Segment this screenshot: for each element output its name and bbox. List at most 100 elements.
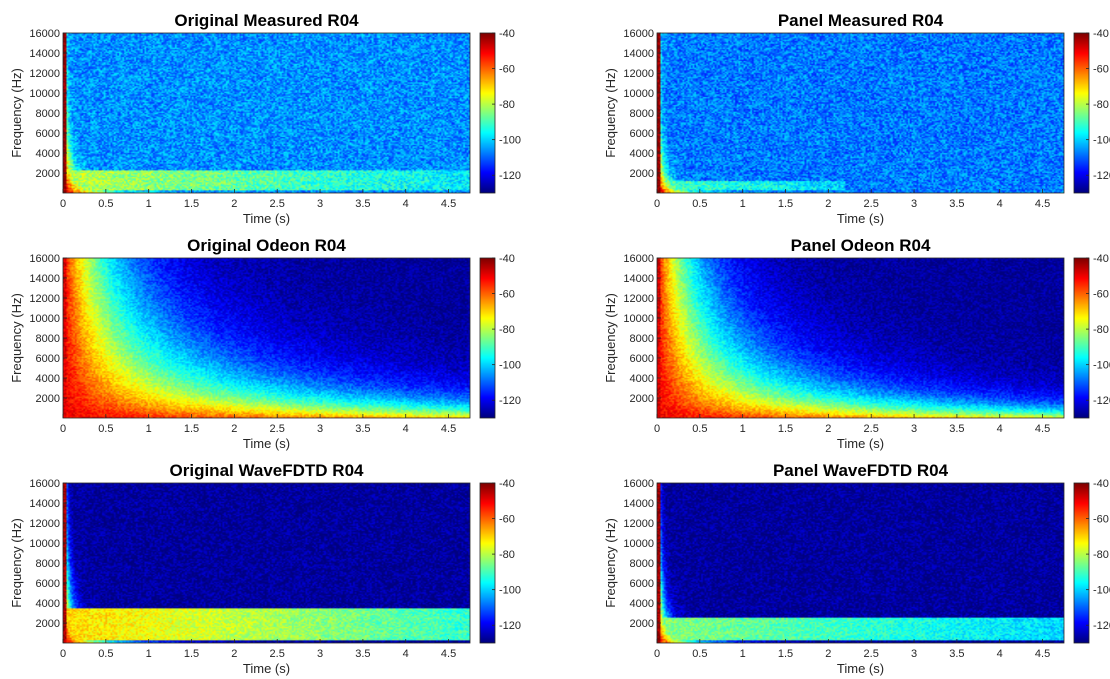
y-tick-label: 12000: [29, 68, 60, 80]
y-tick-label: 14000: [623, 498, 654, 510]
colorbar: [480, 33, 495, 193]
x-tick-label: 1.5: [184, 423, 199, 435]
x-tick-label: 3: [317, 648, 323, 660]
x-tick-label: 1: [146, 423, 152, 435]
y-axis-label: Frequency (Hz): [603, 518, 618, 608]
colorbar-tick-label: -120: [1093, 620, 1110, 632]
heatmap-image: [63, 258, 470, 418]
x-axis-label: Time (s): [243, 211, 290, 226]
y-tick-label: 16000: [623, 478, 654, 490]
colorbar-tick-label: -80: [499, 324, 515, 336]
y-tick-label: 10000: [29, 313, 60, 325]
y-tick-label: 6000: [630, 353, 654, 365]
chart-title: Original WaveFDTD R04: [170, 461, 365, 480]
y-tick-label: 4000: [36, 373, 60, 385]
colorbar-frame: [1073, 482, 1090, 644]
x-tick-label: 2.5: [270, 198, 285, 210]
x-tick-label: 2.5: [270, 423, 285, 435]
x-tick-label: 4.5: [441, 198, 456, 210]
x-tick-label: 4: [997, 648, 1003, 660]
y-tick-label: 14000: [29, 48, 60, 60]
y-tick-label: 2000: [630, 168, 654, 180]
x-tick-label: 0: [654, 198, 660, 210]
x-tick-label: 0.5: [98, 198, 113, 210]
y-tick-label: 10000: [29, 88, 60, 100]
x-tick-label: 2.5: [864, 198, 879, 210]
x-tick-label: 2: [825, 648, 831, 660]
x-tick-label: 0.5: [692, 648, 707, 660]
y-tick-label: 4000: [36, 598, 60, 610]
x-tick-label: 0.5: [692, 198, 707, 210]
y-tick-label: 16000: [29, 253, 60, 265]
x-axis-label: Time (s): [837, 211, 884, 226]
colorbar-tick-label: -120: [499, 620, 521, 632]
x-tick-label: 3.5: [949, 198, 964, 210]
colorbar-tick-label: -80: [499, 99, 515, 111]
y-tick-label: 16000: [29, 28, 60, 40]
y-tick-label: 2000: [630, 618, 654, 630]
x-tick-label: 1.5: [184, 198, 199, 210]
colorbar-frame: [1073, 32, 1090, 194]
y-tick-label: 2000: [630, 393, 654, 405]
colorbar-tick-label: -100: [499, 135, 521, 147]
heatmap-image: [63, 483, 470, 643]
y-tick-label: 10000: [623, 313, 654, 325]
colorbar: [1074, 258, 1089, 418]
x-tick-label: 2: [231, 198, 237, 210]
x-tick-label: 2.5: [270, 648, 285, 660]
heatmap-image: [657, 33, 1064, 193]
x-tick-label: 1: [146, 198, 152, 210]
colorbar-tick-label: -40: [1093, 478, 1109, 490]
colorbar-tick-label: -60: [499, 289, 515, 301]
colorbar-frame: [479, 257, 496, 419]
colorbar-tick-label: -40: [1093, 28, 1109, 40]
x-tick-label: 0: [654, 423, 660, 435]
x-tick-label: 4.5: [1035, 648, 1050, 660]
x-tick-label: 4: [997, 198, 1003, 210]
x-tick-label: 0.5: [692, 423, 707, 435]
colorbar-tick-label: -120: [1093, 170, 1110, 182]
x-tick-label: 0: [60, 198, 66, 210]
colorbar: [480, 258, 495, 418]
x-tick-label: 4: [997, 423, 1003, 435]
chart-title: Original Odeon R04: [187, 236, 346, 255]
colorbar: [480, 483, 495, 643]
y-tick-label: 12000: [623, 518, 654, 530]
y-axis-label: Frequency (Hz): [9, 293, 24, 383]
x-tick-label: 1.5: [778, 198, 793, 210]
chart-title: Panel Odeon R04: [791, 236, 931, 255]
x-tick-label: 4.5: [1035, 423, 1050, 435]
x-tick-label: 2.5: [864, 648, 879, 660]
colorbar-tick-label: -60: [1093, 289, 1109, 301]
colorbar-tick-label: -100: [1093, 135, 1110, 147]
colorbar-tick-label: -120: [499, 395, 521, 407]
heatmap-image: [657, 258, 1064, 418]
x-tick-label: 2: [231, 423, 237, 435]
colorbar: [1074, 483, 1089, 643]
chart-title: Panel WaveFDTD R04: [773, 461, 949, 480]
x-tick-label: 1.5: [778, 423, 793, 435]
x-tick-label: 3.5: [949, 648, 964, 660]
x-tick-label: 2.5: [864, 423, 879, 435]
x-tick-label: 2: [825, 198, 831, 210]
x-tick-label: 1: [740, 198, 746, 210]
y-tick-label: 2000: [36, 168, 60, 180]
y-tick-label: 12000: [623, 293, 654, 305]
colorbar-tick-label: -120: [1093, 395, 1110, 407]
y-tick-label: 16000: [29, 478, 60, 490]
x-tick-label: 4: [403, 648, 409, 660]
colorbar-tick-label: -100: [1093, 585, 1110, 597]
colorbar-tick-label: -100: [499, 360, 521, 372]
x-tick-label: 3.5: [355, 423, 370, 435]
x-tick-label: 4.5: [441, 423, 456, 435]
x-tick-label: 3.5: [355, 198, 370, 210]
y-tick-label: 14000: [29, 498, 60, 510]
y-tick-label: 4000: [630, 598, 654, 610]
colorbar-tick-label: -80: [1093, 549, 1109, 561]
chart-title: Original Measured R04: [174, 11, 359, 30]
y-tick-label: 4000: [36, 148, 60, 160]
y-tick-label: 8000: [630, 108, 654, 120]
x-tick-label: 4.5: [1035, 198, 1050, 210]
x-tick-label: 3.5: [355, 648, 370, 660]
